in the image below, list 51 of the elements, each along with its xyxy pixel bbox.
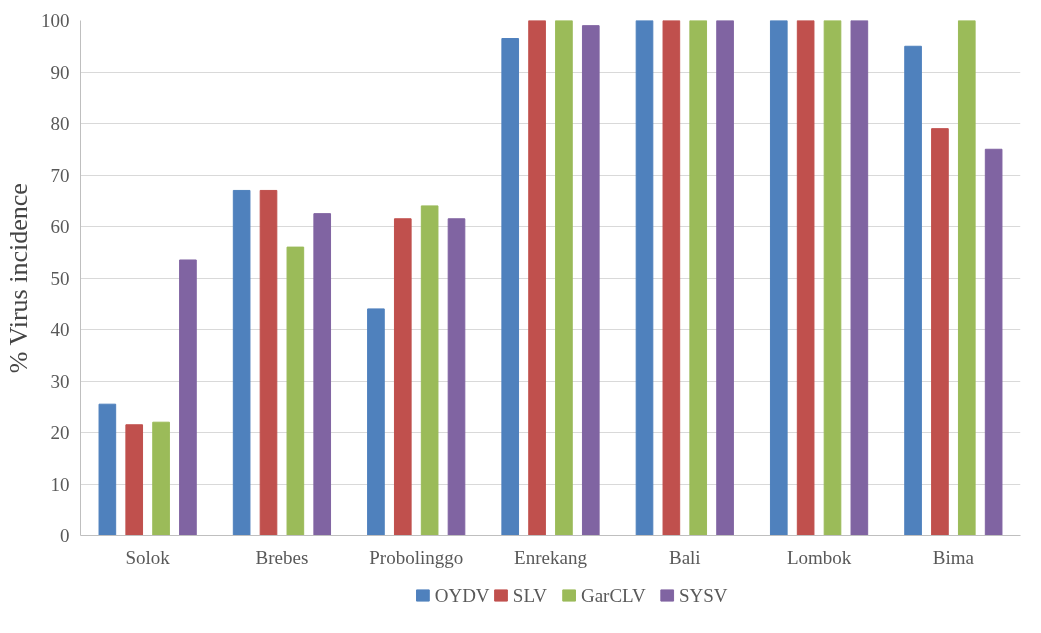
bar <box>98 403 117 536</box>
bar <box>957 20 976 536</box>
bar <box>769 20 788 536</box>
bar <box>125 424 144 536</box>
x-tick-label: Bali <box>668 546 701 568</box>
x-tick-label: Enrekang <box>514 546 588 568</box>
bar <box>716 20 734 536</box>
y-tick-label: 70 <box>50 164 70 186</box>
legend-label: OYDV <box>434 585 490 606</box>
bar <box>393 218 412 536</box>
y-tick-label: 20 <box>50 422 70 443</box>
x-tick-label: Lombok <box>786 546 852 568</box>
bar <box>904 45 922 536</box>
y-tick-label: 100 <box>41 10 70 31</box>
y-axis-title: % Virus incidence <box>4 183 33 374</box>
bar <box>528 20 546 536</box>
bar <box>152 421 170 536</box>
bar <box>286 246 305 536</box>
bar <box>689 20 708 536</box>
bar <box>259 189 278 536</box>
y-tick-label: 0 <box>60 525 70 546</box>
y-tick-label: 40 <box>50 319 70 340</box>
bar <box>931 128 949 536</box>
bar <box>823 20 842 536</box>
bar <box>555 20 573 536</box>
legend-label: SYSV <box>679 585 728 606</box>
y-tick-label: 30 <box>50 370 70 392</box>
x-tick-label: Brebes <box>255 546 309 568</box>
y-tick-label: 10 <box>50 473 70 495</box>
bar <box>447 218 466 536</box>
bar <box>367 308 385 536</box>
bar <box>850 20 869 536</box>
bar <box>232 189 251 536</box>
y-tick-label: 60 <box>50 216 70 237</box>
bar <box>581 25 600 536</box>
bar <box>179 259 197 536</box>
y-tick-label: 50 <box>50 267 70 289</box>
x-tick-label: Probolinggo <box>369 546 464 568</box>
bar <box>662 20 681 536</box>
legend-label: SLV <box>512 585 548 606</box>
y-tick-label: 80 <box>50 113 70 134</box>
y-tick-label: 90 <box>50 61 70 83</box>
x-tick-label: Bima <box>932 546 975 568</box>
bar <box>420 205 439 536</box>
legend-label: GarCLV <box>580 585 646 606</box>
bar <box>635 20 654 536</box>
bar <box>313 213 332 536</box>
bar <box>984 148 1003 536</box>
bar <box>501 38 520 536</box>
x-tick-label: Solok <box>125 546 171 568</box>
bar <box>796 20 815 536</box>
